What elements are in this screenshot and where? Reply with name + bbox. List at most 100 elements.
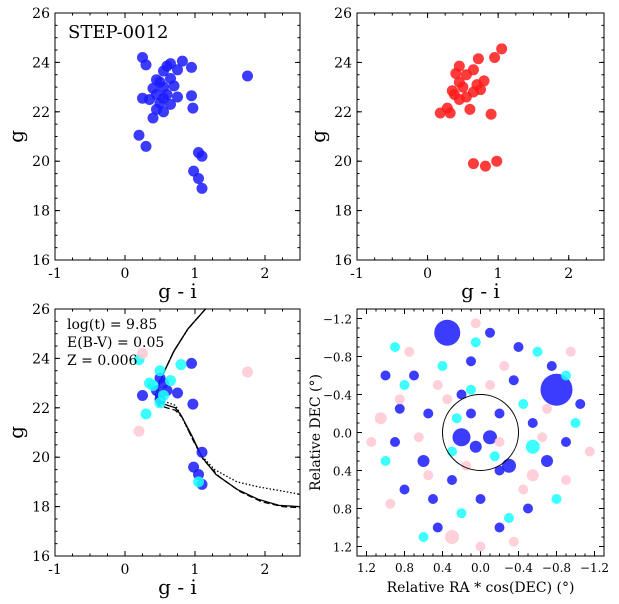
data-point-blue: [513, 342, 524, 352]
data-point-cyan: [380, 456, 391, 466]
data-point-pink: [442, 394, 453, 405]
x-tick-label: 0.4: [433, 561, 452, 575]
data-point-comparison-field: [489, 51, 501, 63]
data-point-pink: [404, 346, 415, 357]
data-point-blue: [523, 503, 533, 514]
data-point-cyan: [390, 342, 400, 352]
data-point-blue: [432, 522, 443, 533]
data-point-comparison-field: [467, 64, 479, 76]
data-point-cyan: [551, 494, 562, 504]
data-point-blue: [409, 370, 419, 381]
y-tick-label: −1.2: [323, 313, 352, 327]
data-point-cyan: [561, 370, 571, 381]
data-point-blue: [546, 361, 557, 371]
data-point-cyan: [399, 380, 410, 390]
x-tick-label: 0: [423, 266, 432, 282]
data-point-blue: [502, 458, 516, 473]
x-axis-label: g - i: [461, 279, 500, 303]
y-tick-label: 22: [334, 105, 352, 121]
cluster-name: STEP-0012: [68, 22, 169, 43]
data-point-blue: [540, 373, 573, 406]
data-point-pink: [475, 541, 486, 552]
data-point-pink: [485, 380, 495, 390]
data-point-blue: [494, 522, 505, 533]
y-tick-label: 26: [32, 302, 50, 318]
y-tick-label: 26: [334, 6, 352, 22]
y-tick-label: 26: [32, 6, 50, 22]
y-axis-label: g: [306, 130, 330, 143]
y-tick-label: −0.8: [323, 351, 352, 365]
y-tick-label: 24: [32, 351, 50, 367]
x-tick-label: 2: [261, 266, 270, 282]
data-point-blue: [527, 418, 538, 428]
data-point-members: [188, 461, 200, 473]
y-tick-label: 16: [334, 253, 352, 269]
y-tick-label: 1.2: [333, 541, 352, 555]
data-point-cyan: [451, 413, 462, 424]
y-tick-label: 0.4: [333, 465, 352, 479]
data-point-pink: [133, 425, 145, 437]
data-point-blue: [428, 494, 438, 504]
isochrone-dashed: [154, 309, 300, 509]
data-point-cyan: [532, 346, 543, 357]
data-point-cyan: [470, 337, 481, 348]
data-point-comparison-field: [478, 75, 490, 87]
data-point-members: [137, 51, 148, 63]
data-point-blue: [423, 408, 434, 419]
data-point-blue: [390, 437, 400, 447]
data-point-blue: [575, 399, 586, 409]
y-axis-label: Relative DEC (°): [308, 374, 324, 491]
data-point-pink: [561, 475, 571, 485]
data-point-members: [186, 61, 197, 73]
data-point-pink: [542, 403, 552, 414]
data-point-blue: [380, 370, 391, 381]
data-point-cyan: [154, 365, 166, 377]
y-axis-label: g: [4, 426, 28, 439]
data-point-blue: [394, 403, 405, 414]
x-tick-label: 0: [121, 266, 130, 282]
data-point-blue: [508, 375, 519, 386]
data-point-members: [147, 112, 159, 124]
data-point-members: [187, 102, 199, 114]
isochrone-dotted: [157, 309, 300, 495]
x-tick-label: -1: [48, 266, 62, 282]
data-point-cyan: [165, 375, 176, 387]
y-tick-label: 22: [32, 105, 50, 121]
data-point-cyan: [158, 389, 169, 401]
data-point-members: [165, 58, 176, 70]
data-point-members: [187, 398, 199, 410]
plot-frame: [54, 308, 301, 557]
data-point-pink: [518, 484, 529, 495]
y-axis-label: g: [4, 130, 28, 143]
y-tick-label: 18: [32, 500, 50, 516]
data-point-comparison-field: [485, 108, 497, 120]
data-point-blue: [466, 408, 476, 419]
plot-frame: [356, 308, 605, 557]
data-point-members: [176, 55, 188, 67]
data-point-members: [242, 70, 253, 82]
data-point-pink: [584, 446, 595, 457]
data-point-cyan: [437, 361, 448, 371]
data-point-cyan: [140, 408, 152, 420]
x-axis-label: Relative RA * cos(DEC) (°): [387, 580, 575, 596]
data-point-comparison-field: [491, 155, 503, 167]
data-point-blue: [434, 319, 461, 346]
y-tick-label: 16: [32, 549, 50, 565]
data-point-comparison-field: [467, 158, 479, 170]
data-point-cyan: [504, 513, 514, 523]
data-point-members: [137, 92, 148, 104]
data-point-pink: [526, 469, 539, 482]
y-tick-label: 16: [32, 253, 50, 269]
cluster-radius-circle: [442, 394, 519, 471]
data-point-cyan: [418, 532, 429, 542]
data-point-members: [151, 74, 162, 86]
y-tick-label: 20: [334, 154, 352, 170]
data-point-pink: [445, 530, 459, 544]
isochrone-parameter: log(t) = 9.85: [67, 317, 157, 333]
data-point-cyan: [175, 359, 187, 371]
y-tick-label: 0.8: [333, 503, 352, 517]
data-point-blue: [561, 437, 571, 447]
y-tick-label: 20: [32, 450, 50, 466]
y-tick-label: 0.0: [333, 427, 352, 441]
x-tick-label: 1.2: [357, 561, 376, 575]
